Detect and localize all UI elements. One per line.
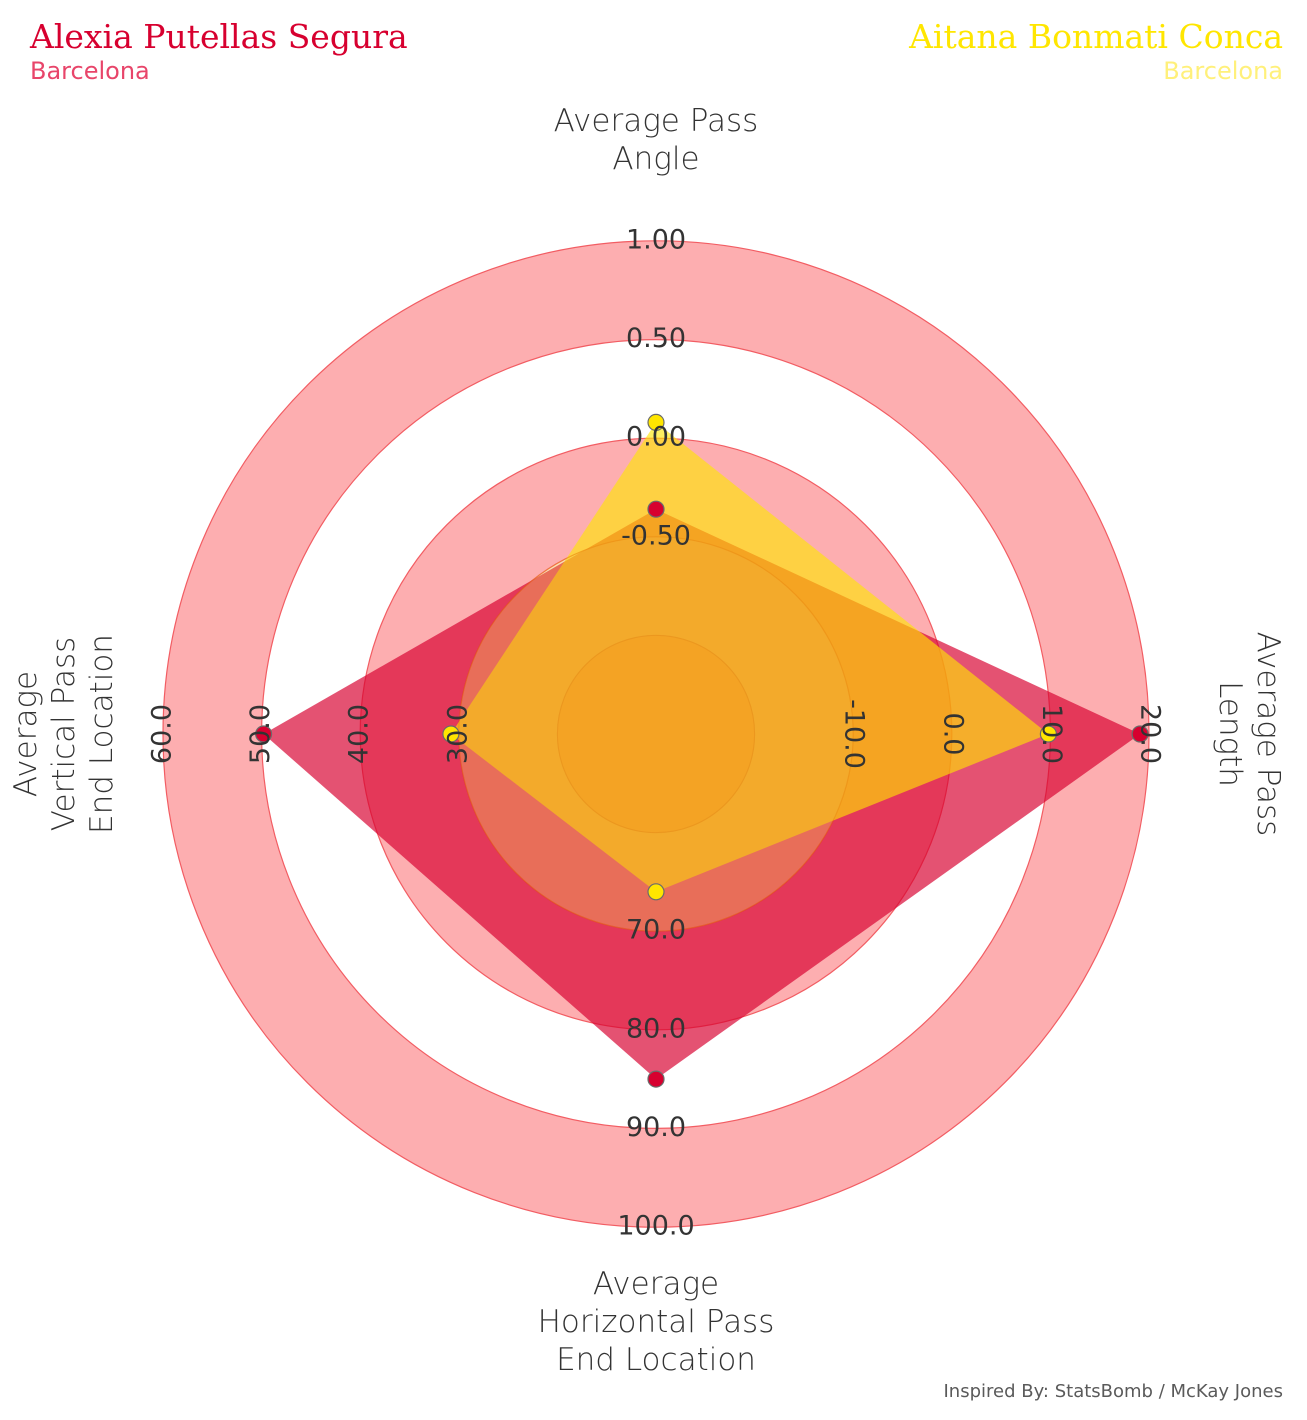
axis-title-3: AverageVertical PassEnd Location xyxy=(8,634,120,834)
tick-label: -10.0 xyxy=(839,699,870,769)
alexia-point-1 xyxy=(1131,725,1149,743)
tick-label: 80.0 xyxy=(626,1013,686,1044)
tick-label: 10.0 xyxy=(1036,704,1067,764)
tick-label: 0.0 xyxy=(937,713,968,756)
tick-label: 50.0 xyxy=(245,704,276,764)
tick-label: 30.0 xyxy=(442,704,473,764)
series-points xyxy=(255,413,1149,1088)
tick-label: 1.00 xyxy=(626,225,686,256)
axis-title-1: Average PassLength xyxy=(1213,632,1287,837)
tick-label: 60.0 xyxy=(147,704,178,764)
tick-label: 20.0 xyxy=(1135,704,1166,764)
axis-title-2: Average Horizontal Pass End Location xyxy=(538,1266,775,1378)
tick-label: -0.50 xyxy=(621,520,691,551)
left-team-name: Barcelona xyxy=(30,57,150,85)
aitana-point-0 xyxy=(647,413,665,431)
alexia-point-2 xyxy=(647,1070,665,1088)
credit-text: Inspired By: StatsBomb / McKay Jones xyxy=(943,1381,1283,1402)
tick-label: 0.50 xyxy=(626,323,686,354)
aitana-point-1 xyxy=(1039,725,1058,743)
inner-rings xyxy=(458,536,854,932)
alexia-point-3 xyxy=(255,725,273,743)
aitana-point-2 xyxy=(647,883,665,901)
right-team-name: Barcelona xyxy=(1163,57,1283,85)
left-player-name: Alexia Putellas Segura xyxy=(29,17,408,56)
axis-titles: Average Pass Angle Average PassLength Avera… xyxy=(8,103,1287,1378)
svg-text:Average PassLength: Average PassLength xyxy=(1213,632,1287,837)
axis-title-0: Average Pass Angle xyxy=(554,103,759,177)
tick-labels: -0.50 0.00 0.50 1.00 -10.0 0.0 10.0 20.0 70.0 80.… xyxy=(147,225,1166,1242)
tick-label: 40.0 xyxy=(344,704,375,764)
alexia-point-0 xyxy=(647,500,665,518)
svg-text:AverageVertical PassEnd Locati: AverageVertical PassEnd Location xyxy=(8,634,120,834)
tick-label: 0.00 xyxy=(626,422,686,453)
aitana-point-3 xyxy=(442,725,460,743)
tick-label: 70.0 xyxy=(626,915,686,946)
tick-label: 100.0 xyxy=(617,1211,694,1242)
inner-ring-core xyxy=(556,634,756,834)
tick-label: 90.0 xyxy=(626,1112,686,1143)
right-player-name: Aitana Bonmati Conca xyxy=(908,17,1283,56)
